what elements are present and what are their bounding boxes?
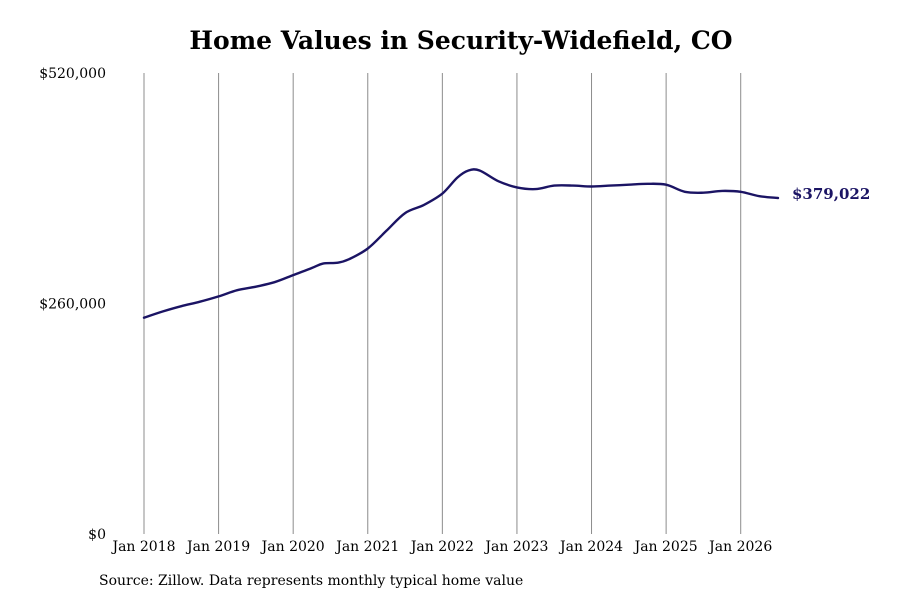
x-tick-label: Jan 2022 (409, 539, 474, 555)
x-axis-ticks: Jan 2018 Jan 2019 Jan 2020 Jan 2021 Jan 2022… (110, 539, 772, 555)
series-line-home-value (142, 168, 780, 319)
x-tick-label: Jan 2018 (110, 539, 175, 555)
x-tick-label: Jan 2024 (558, 539, 623, 555)
x-tick-label: Jan 2020 (260, 539, 325, 555)
chart-title: Home Values in Security-Widefield, CO (189, 26, 733, 55)
x-tick-label: Jan 2023 (483, 539, 548, 555)
y-tick-label: $260,000 (39, 297, 106, 313)
series-layer (142, 168, 780, 319)
source-note: Source: Zillow. Data represents monthly … (99, 573, 524, 589)
grid-lines (143, 73, 742, 534)
y-tick-label: $0 (88, 527, 106, 543)
end-value-layer: $379,022 (792, 185, 870, 203)
x-tick-label: Jan 2025 (633, 539, 698, 555)
end-value-label: $379,022 (792, 185, 870, 203)
x-tick-label: Jan 2026 (707, 539, 772, 555)
x-tick-label: Jan 2021 (334, 539, 399, 555)
x-tick-label: Jan 2019 (185, 539, 250, 555)
y-axis-ticks: $0 $260,000 $520,000 (39, 66, 106, 543)
y-tick-label: $520,000 (39, 66, 106, 82)
